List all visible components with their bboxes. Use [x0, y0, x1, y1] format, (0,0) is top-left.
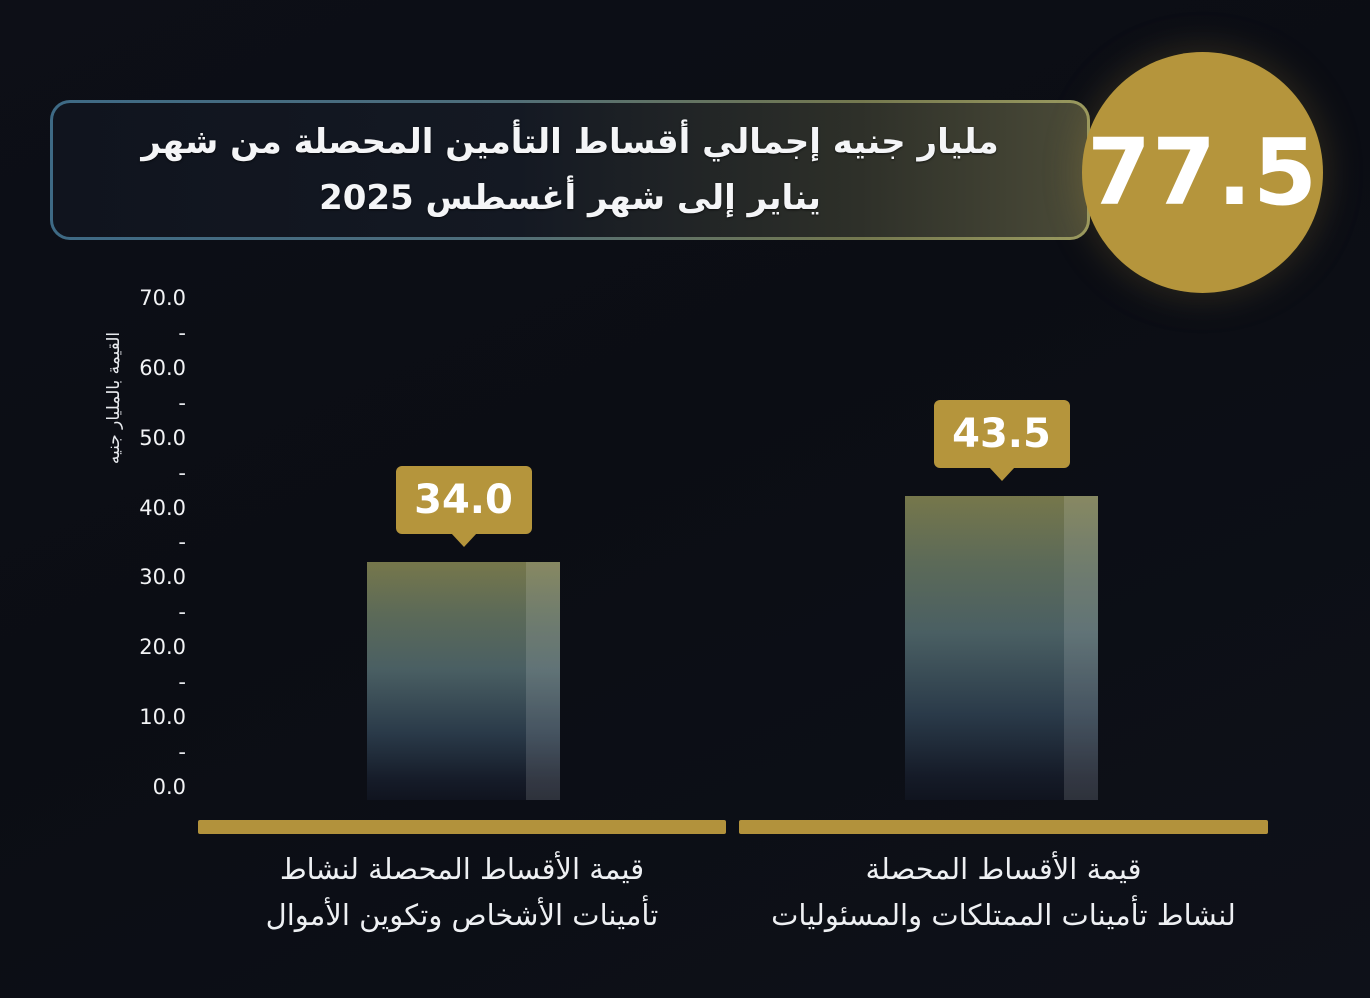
y-tick-minor: - — [178, 670, 186, 695]
category-label-0: قيمة الأقساط المحصلة لنشاط تأمينات الأشخ… — [265, 852, 659, 933]
y-tick-minor: - — [178, 600, 186, 625]
total-badge-value: 77.5 — [1087, 119, 1318, 226]
bar-group-0: 34.0 — [367, 0, 560, 998]
y-tick-label: 0.0 — [152, 774, 186, 799]
y-tick-minor: - — [178, 320, 186, 345]
y-tick-label: 70.0 — [139, 286, 186, 310]
y-tick-label: 30.0 — [139, 565, 186, 590]
data-label: 34.0 — [414, 477, 513, 523]
y-tick-label: 50.0 — [139, 425, 186, 450]
total-badge: 77.5 — [1082, 52, 1323, 293]
bar-highlight — [526, 562, 560, 800]
y-tick-minor: - — [178, 530, 186, 555]
y-tick-label: 10.0 — [139, 705, 186, 730]
title-line-2: يناير إلى شهر أغسطس 2025 — [319, 178, 821, 218]
y-tick-minor: - — [178, 739, 186, 764]
page-title: مليار جنيه إجمالي أقساط التأمين المحصلة … — [141, 114, 998, 226]
bar — [367, 562, 560, 800]
y-tick-minor: - — [178, 390, 186, 415]
bar — [905, 495, 1098, 800]
bar-highlight — [1064, 495, 1098, 800]
y-tick-label: 20.0 — [139, 635, 186, 660]
value-callout: 43.5 — [933, 399, 1070, 481]
title-box: مليار جنيه إجمالي أقساط التأمين المحصلة … — [50, 100, 1090, 240]
title-line-1: مليار جنيه إجمالي أقساط التأمين المحصلة … — [141, 121, 999, 162]
callout-arrow-icon — [988, 466, 1015, 481]
data-label: 43.5 — [952, 410, 1051, 457]
category-label-1: قيمة الأقساط المحصلة لنشاط تأمينات الممت… — [771, 852, 1236, 933]
y-tick-label: 60.0 — [139, 355, 186, 380]
axis-baseline-segment-1 — [739, 820, 1268, 834]
y-axis-ticks: 70.0 - 60.0 - 50.0 - 40.0 - 30.0 - 20.0 - 10.0 - 0.0 — [100, 288, 186, 798]
bar-group-1: 43.5 — [905, 0, 1098, 998]
callout-arrow-icon — [450, 533, 477, 547]
axis-baseline-segment-0 — [198, 820, 726, 834]
value-callout: 34.0 — [395, 466, 532, 547]
y-tick-label: 40.0 — [139, 495, 186, 520]
y-tick-minor: - — [178, 460, 186, 485]
